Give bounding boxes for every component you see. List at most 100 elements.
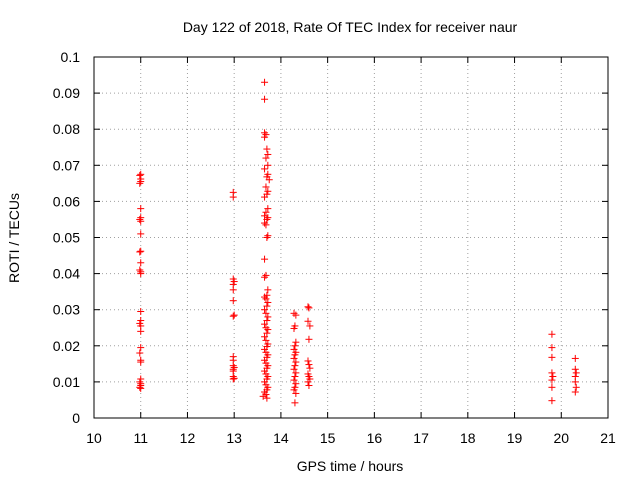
data-point: [306, 364, 314, 372]
data-point: [571, 365, 579, 373]
data-point: [548, 376, 556, 384]
data-point: [548, 353, 556, 361]
x-tick-label: 11: [133, 430, 148, 446]
data-point: [262, 324, 270, 332]
data-point: [290, 354, 298, 362]
data-point: [262, 271, 270, 279]
data-point: [136, 248, 144, 256]
y-tick-label: 0.02: [53, 338, 80, 354]
y-tick-label: 0.06: [53, 193, 80, 209]
data-point: [137, 384, 145, 392]
data-point: [263, 317, 271, 325]
data-point: [229, 375, 237, 383]
data-point: [549, 372, 557, 380]
data-point: [261, 78, 269, 86]
data-point: [261, 212, 269, 220]
data-point: [229, 193, 237, 201]
data-point: [263, 329, 271, 337]
data-point: [291, 342, 299, 350]
chart-title: Day 122 of 2018, Rate Of TEC Index for r…: [183, 19, 518, 35]
data-point: [292, 389, 300, 397]
data-point: [261, 320, 269, 328]
data-point: [262, 336, 270, 344]
x-tick-label: 21: [600, 430, 616, 446]
x-tick-label: 20: [553, 430, 569, 446]
data-point: [137, 214, 145, 222]
data-point: [261, 345, 269, 353]
data-point: [305, 382, 313, 390]
data-point: [290, 386, 298, 394]
data-point: [137, 259, 145, 267]
x-tick-label: 12: [180, 430, 196, 446]
data-point: [263, 302, 271, 310]
data-point: [290, 324, 298, 332]
data-point: [291, 351, 299, 359]
x-axis-title: GPS time / hours: [297, 458, 404, 474]
data-point: [261, 378, 269, 386]
data-point: [264, 232, 272, 240]
data-point: [230, 363, 238, 371]
data-point: [572, 383, 580, 391]
y-axis-title: ROTI / TECUs: [6, 193, 22, 283]
data-point: [262, 221, 270, 229]
x-tick-label: 10: [86, 430, 102, 446]
data-point: [292, 338, 300, 346]
data-point: [291, 372, 299, 380]
data-point: [261, 367, 269, 375]
data-point: [262, 208, 270, 216]
data-point: [261, 219, 269, 227]
data-point: [263, 145, 271, 153]
data-point: [261, 273, 269, 281]
data-point: [264, 187, 272, 195]
data-point: [136, 349, 144, 357]
grid-lines: [94, 57, 608, 418]
data-point: [137, 327, 145, 335]
data-point: [572, 369, 580, 377]
data-point: [229, 312, 237, 320]
data-point: [290, 376, 298, 384]
data-point: [548, 330, 556, 338]
data-point: [137, 178, 145, 186]
data-point: [264, 286, 272, 294]
data-point: [261, 165, 269, 173]
data-point: [262, 295, 270, 303]
data-point: [262, 309, 270, 317]
data-point: [305, 361, 313, 369]
x-tick-label: 18: [460, 430, 476, 446]
x-tick-label: 17: [413, 430, 429, 446]
data-point: [290, 309, 298, 317]
data-point: [304, 357, 312, 365]
data-point: [136, 215, 144, 223]
data-point: [571, 378, 579, 386]
data-point: [548, 383, 556, 391]
data-point: [262, 183, 270, 191]
data-point: [290, 365, 298, 373]
data-point: [230, 278, 238, 286]
data-point: [229, 297, 237, 305]
data-point: [304, 317, 312, 325]
data-point: [261, 306, 269, 314]
data-point: [263, 234, 271, 241]
data-point: [304, 303, 312, 311]
data-point: [229, 286, 237, 294]
y-tick-label: 0: [72, 410, 80, 426]
data-point: [265, 176, 273, 184]
data-point: [548, 397, 556, 405]
data-point: [304, 378, 312, 386]
data-point: [137, 344, 145, 352]
y-tick-label: 0.08: [53, 121, 80, 137]
y-tick-label: 0.04: [53, 266, 80, 282]
data-point: [261, 255, 269, 263]
data-point: [292, 311, 300, 319]
data-point: [264, 205, 272, 213]
data-point: [264, 326, 272, 334]
data-point: [230, 374, 238, 382]
x-tick-label: 15: [320, 430, 336, 446]
y-tick-label: 0.07: [53, 157, 80, 173]
data-point: [264, 150, 272, 158]
data-point: [264, 313, 272, 321]
data-point: [136, 383, 144, 391]
y-tick-label: 0.03: [53, 302, 80, 318]
data-point: [291, 362, 299, 370]
data-point: [548, 344, 556, 352]
